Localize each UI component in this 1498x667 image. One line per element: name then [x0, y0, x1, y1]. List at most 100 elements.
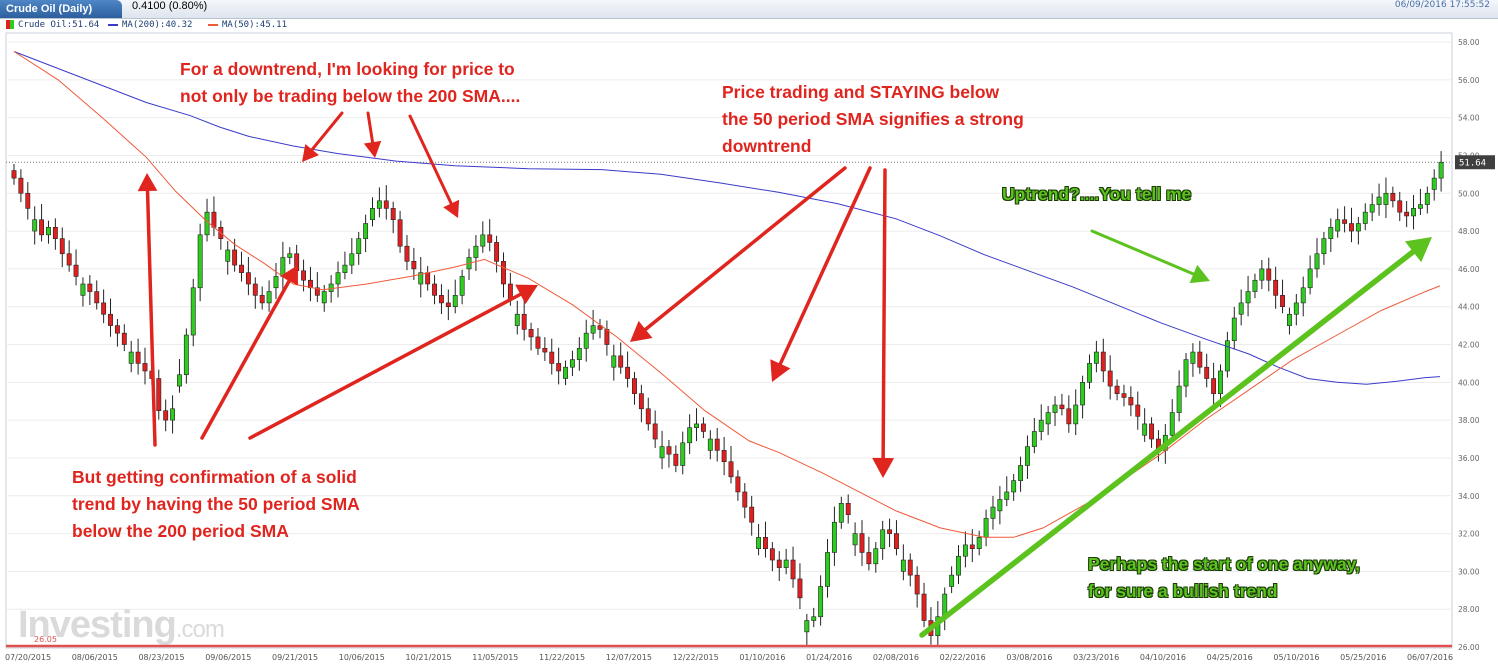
candle-down [432, 283, 437, 296]
candle-down [735, 476, 741, 493]
candle-up [190, 287, 196, 336]
annotation-line: the 50 period SMA signifies a strong [722, 109, 1024, 129]
candle-up [707, 438, 713, 451]
candle-up [1417, 204, 1423, 209]
candle-down [907, 559, 913, 576]
arrow-red-head [280, 265, 298, 286]
candle-up [170, 408, 176, 421]
candle-up [831, 521, 837, 553]
y-tick-label: 38.00 [1458, 416, 1480, 425]
candle-up [583, 332, 589, 349]
candle-up [983, 518, 989, 538]
arrow-green [1090, 229, 1195, 276]
y-tick-label: 54.00 [1458, 114, 1480, 123]
candle-up [1376, 196, 1382, 205]
candle-down [556, 363, 562, 372]
candle-up [873, 548, 879, 565]
candle-down [894, 533, 899, 549]
candle-down [914, 574, 920, 595]
annotation-line: below the 200 period SMA [72, 521, 289, 541]
arrow-red-head [302, 144, 319, 162]
annotation-line: For a downtrend, I'm looking for price t… [180, 59, 515, 79]
y-axis: 58.0056.0054.0052.0050.0048.0046.0044.00… [1455, 38, 1495, 652]
annotation-uptrend: Uptrend?....You tell me [1002, 184, 1192, 204]
candle-down [66, 253, 72, 266]
candles [11, 151, 1444, 647]
candle-up [480, 234, 486, 247]
timestamp: 06/09/2016 17:55:52 [1394, 0, 1490, 10]
candle-down [425, 272, 431, 285]
support-line: 26.05 [6, 635, 1452, 648]
candle-down [604, 329, 610, 345]
arrow-red-head [630, 320, 653, 342]
candle-down [39, 219, 45, 236]
chart-header: Crude Oil (Daily) 0.4100 (0.80%) 06/09/2… [0, 0, 1498, 19]
candle-up [804, 620, 810, 633]
y-tick-label: 44.00 [1458, 303, 1480, 312]
ma200-line [13, 51, 1441, 385]
y-tick-label: 26.00 [1458, 643, 1480, 652]
arrow-green [919, 249, 1416, 638]
candle-up [976, 537, 982, 549]
candle-down [645, 408, 651, 425]
x-tick-label: 01/24/2016 [806, 653, 852, 662]
candle-up [514, 313, 520, 326]
annotation-top-middle: Price trading and STAYING below the 50 p… [722, 79, 1024, 160]
x-tick-label: 05/25/2016 [1340, 653, 1386, 662]
x-tick-label: 07/20/2015 [5, 653, 51, 662]
candle-up [838, 503, 844, 523]
annotation-line: not only be trading below the 200 SMA...… [180, 86, 521, 106]
candle-up [962, 544, 968, 557]
annotation-line: Perhaps the start of one anyway, [1088, 554, 1360, 574]
candle-down [11, 170, 17, 179]
candle-up [1369, 204, 1375, 213]
x-tick-label: 02/22/2016 [940, 653, 986, 662]
candle-down [666, 446, 672, 455]
candle-down [859, 533, 865, 553]
candle-up [1252, 279, 1258, 292]
candle-down [921, 593, 927, 621]
price-change: 0.4100 (0.80%) [132, 0, 208, 12]
candle-up [1218, 370, 1223, 394]
annotation-line: trend by having the 50 period SMA [72, 494, 360, 514]
arrow-red [145, 189, 157, 447]
candle-up [990, 506, 996, 519]
x-tick-label: 03/23/2016 [1073, 653, 1119, 662]
annotation-bottom-left: But getting confirmation of a solid tren… [72, 464, 360, 545]
x-tick-label: 12/07/2015 [606, 653, 652, 662]
candle-up [1004, 491, 1010, 500]
candle-up [266, 291, 272, 304]
candle-up [1286, 313, 1292, 326]
annotation-line: Price trading and STAYING below [722, 82, 1000, 102]
candle-down [845, 503, 851, 515]
candle-up [1169, 412, 1175, 436]
x-tick-label: 08/06/2015 [72, 653, 118, 662]
arrow-red [408, 114, 453, 206]
arrow-red-head [137, 173, 158, 192]
chart-title-tab[interactable]: Crude Oil (Daily) [0, 0, 122, 18]
candle-up [197, 234, 203, 289]
candle-up [1335, 219, 1341, 232]
annotation-arrows [137, 111, 1432, 638]
candle-down [632, 378, 637, 394]
y-tick-label: 32.00 [1458, 530, 1480, 539]
candle-down [769, 548, 775, 561]
candle-up [177, 374, 182, 387]
candle-up [1031, 431, 1037, 447]
candle-down [618, 355, 624, 368]
candle-down [404, 245, 410, 262]
candle-up [1238, 302, 1244, 315]
y-tick-label: 58.00 [1458, 38, 1480, 47]
y-tick-label: 42.00 [1458, 341, 1480, 350]
candle-down [1404, 211, 1410, 217]
candle-up [694, 423, 699, 428]
candle-up [1025, 446, 1030, 466]
candle-up [287, 253, 293, 258]
candle-up [900, 559, 906, 572]
x-tick-label: 11/22/2015 [539, 653, 585, 662]
candle-down [1211, 378, 1217, 394]
candle-up [756, 537, 762, 549]
chart-legend: Crude Oil:51.64 MA(200):40.32 MA(50):45.… [0, 19, 1498, 32]
legend-price: Crude Oil:51.64 [6, 19, 99, 32]
candle-down [52, 226, 58, 239]
